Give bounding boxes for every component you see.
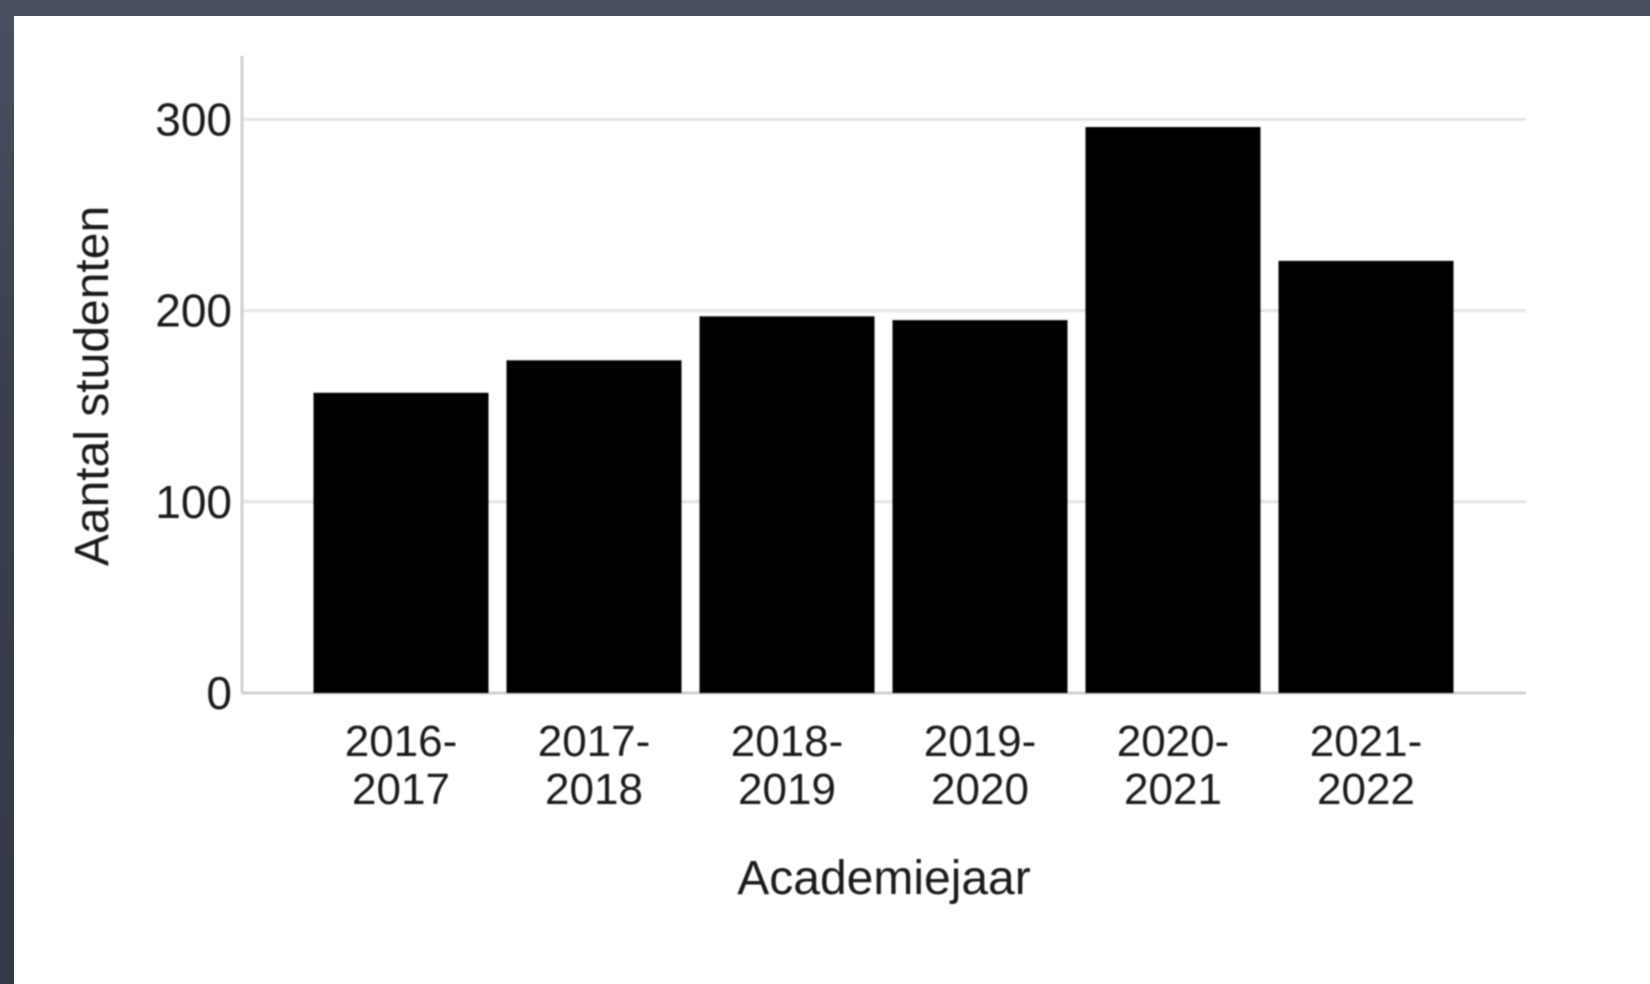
x-tick-label: 2020- bbox=[1117, 717, 1230, 766]
bar bbox=[506, 360, 682, 693]
x-tick-label: 2020 bbox=[931, 765, 1029, 814]
y-tick-label: 100 bbox=[155, 476, 232, 528]
x-tick-label: 2021 bbox=[1124, 765, 1222, 814]
y-axis-title: Aantal studenten bbox=[66, 206, 119, 566]
y-tick-label: 200 bbox=[155, 285, 232, 337]
bar bbox=[892, 320, 1068, 693]
x-tick-label: 2018- bbox=[731, 717, 844, 766]
x-tick-label: 2021- bbox=[1310, 717, 1423, 766]
bar bbox=[699, 316, 875, 693]
x-tick-label: 2022 bbox=[1317, 765, 1415, 814]
y-tick-label: 300 bbox=[155, 93, 232, 145]
chart-panel: 0 100 200 300 2016- 2017 2017- 2018 2018- 2019 20… bbox=[14, 16, 1650, 984]
x-tick-label: 2018 bbox=[545, 765, 643, 814]
bar bbox=[313, 392, 489, 693]
y-tick-label: 0 bbox=[206, 667, 232, 719]
bar bbox=[1085, 127, 1261, 694]
x-tick-label: 2017 bbox=[352, 765, 450, 814]
x-tick-label: 2019 bbox=[738, 765, 836, 814]
x-axis-title: Academiejaar bbox=[737, 852, 1031, 905]
x-tick-labels: 2016-2017 2017-2018 2018-2019 2019-2020 2020… bbox=[345, 717, 1423, 814]
bar bbox=[1278, 260, 1454, 693]
x-tick-label: 2019- bbox=[924, 717, 1037, 766]
x-tick-label: 2017- bbox=[538, 717, 651, 766]
bars bbox=[313, 127, 1454, 694]
y-tick-labels: 0 100 200 300 bbox=[155, 93, 232, 719]
x-tick-label: 2016- bbox=[345, 717, 458, 766]
